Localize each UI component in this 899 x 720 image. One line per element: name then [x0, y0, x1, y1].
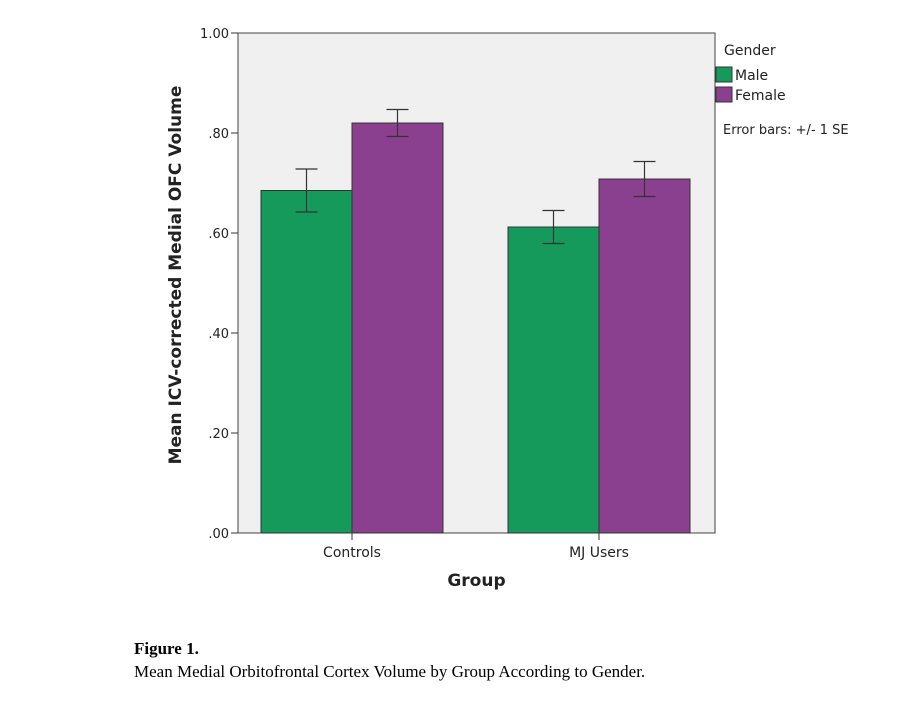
y-tick-label: .40 [208, 327, 229, 342]
bar-male-controls [260, 190, 353, 534]
y-axis: .00 .20 .40 .60 .80 1.00 [200, 27, 238, 542]
legend-title: Gender [724, 43, 776, 59]
legend-swatch-female [715, 86, 733, 103]
bar-male-mj-users [507, 226, 600, 534]
legend: Gender Male Female [715, 43, 786, 104]
x-tick-label: Controls [323, 545, 381, 561]
x-tick-label: MJ Users [569, 545, 629, 561]
legend-label-male: Male [735, 68, 768, 84]
x-axis-title: Group [447, 571, 505, 591]
error-bar-note: Error bars: +/- 1 SE [723, 123, 849, 138]
y-tick-label: .60 [208, 227, 229, 242]
error-bar [295, 168, 318, 213]
error-bar [633, 160, 656, 198]
y-axis-title: Mean ICV-corrected Medial OFC Volume [166, 86, 186, 465]
x-axis: Controls MJ Users [323, 533, 629, 561]
bars-group [260, 108, 691, 534]
bar-chart: .00 .20 .40 .60 .80 1.00 Controls MJ Users Mea… [166, 27, 849, 591]
y-tick-label: 1.00 [200, 27, 229, 42]
y-tick-label: .00 [208, 527, 229, 542]
figure-label: Figure 1. [134, 639, 199, 658]
error-bar [386, 108, 409, 138]
bar-female-mj-users [598, 178, 691, 534]
legend-swatch-male [715, 66, 733, 83]
legend-label-female: Female [735, 88, 786, 104]
error-bar [542, 209, 565, 245]
y-tick-label: .20 [208, 427, 229, 442]
bar-female-controls [351, 122, 444, 534]
y-tick-label: .80 [208, 127, 229, 142]
figure-caption: Mean Medial Orbitofrontal Cortex Volume … [134, 662, 646, 681]
